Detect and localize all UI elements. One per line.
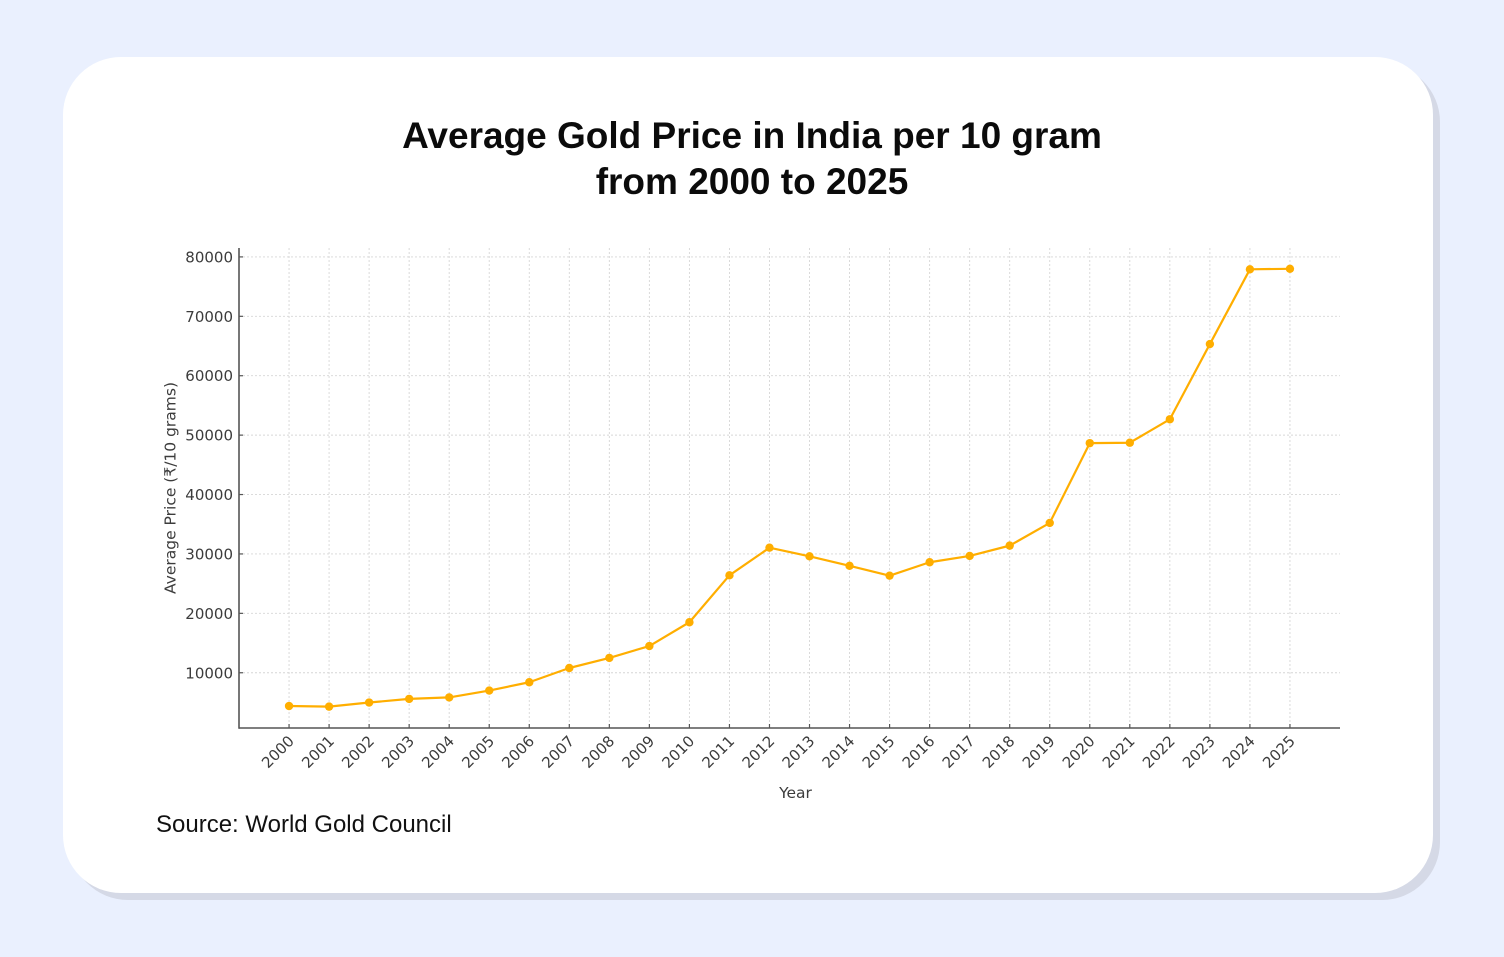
data-point xyxy=(444,693,454,702)
data-point xyxy=(965,551,974,561)
chart-card xyxy=(63,57,1433,893)
data-point xyxy=(765,543,774,552)
y-tick-label: 30000 xyxy=(185,545,233,563)
chart-title-line-2: from 2000 to 2025 xyxy=(595,161,909,202)
x-tick-label: 2018 xyxy=(979,732,1019,772)
x-tick-label: 2001 xyxy=(298,732,338,772)
data-point xyxy=(885,571,894,580)
x-tick-label: 2000 xyxy=(258,732,298,772)
y-axis-label: Average Price (₹/10 grams) xyxy=(161,382,179,594)
x-tick-label: 2024 xyxy=(1219,732,1259,772)
x-tick-label: 2021 xyxy=(1099,732,1139,772)
x-tick-label: 2016 xyxy=(899,732,939,772)
x-tick-label: 2015 xyxy=(859,732,899,772)
chart-title: Average Gold Price in India per 10 gram … xyxy=(0,113,1504,205)
data-point xyxy=(364,698,374,707)
data-point xyxy=(565,663,574,673)
y-tick-label: 20000 xyxy=(185,605,233,623)
data-point xyxy=(1285,264,1295,273)
y-tick-label: 10000 xyxy=(185,664,233,682)
data-point xyxy=(525,678,534,687)
x-tick-label: 2025 xyxy=(1259,732,1299,772)
y-tick-label: 70000 xyxy=(185,308,233,326)
y-tick-label: 40000 xyxy=(185,486,233,504)
data-point xyxy=(1005,541,1014,550)
x-tick-label: 2007 xyxy=(538,732,578,772)
data-point xyxy=(284,701,294,711)
x-tick-label: 2023 xyxy=(1179,732,1219,772)
x-tick-label: 2014 xyxy=(819,732,859,772)
data-point xyxy=(1245,265,1255,274)
x-tick-label: 2009 xyxy=(618,732,658,772)
x-tick-label: 2020 xyxy=(1059,732,1099,772)
x-tick-label: 2004 xyxy=(418,732,458,772)
grid-layer xyxy=(239,248,1340,728)
x-tick-label: 2012 xyxy=(739,732,779,772)
data-point xyxy=(845,561,854,571)
x-tick-label: 2002 xyxy=(338,732,378,772)
x-axis-label: Year xyxy=(778,784,812,802)
y-tick-label: 60000 xyxy=(185,367,233,385)
x-tick-label: 2010 xyxy=(659,732,699,772)
data-point xyxy=(645,641,654,651)
data-point xyxy=(1085,438,1094,448)
x-tick-label: 2022 xyxy=(1139,732,1179,772)
x-tick-label: 2013 xyxy=(779,732,819,772)
y-tick-label: 50000 xyxy=(185,427,233,445)
ticks-layer: 2000 2001 2002 2003 2004 2005 2006 2007 2008 2009… xyxy=(185,248,1299,771)
data-point xyxy=(685,618,694,627)
series-line xyxy=(289,267,1290,708)
x-tick-label: 2005 xyxy=(458,732,498,772)
data-point xyxy=(1165,415,1175,424)
x-tick-label: 2011 xyxy=(699,732,739,772)
y-tick-label: 80000 xyxy=(185,248,233,266)
data-point xyxy=(725,571,734,580)
data-point xyxy=(805,552,814,561)
data-point xyxy=(605,653,614,663)
series-layer xyxy=(284,264,1295,711)
x-tick-label: 2019 xyxy=(1019,732,1059,772)
data-point xyxy=(1045,518,1054,528)
x-tick-label: 2003 xyxy=(378,732,418,772)
data-point xyxy=(1205,339,1215,349)
axes-layer xyxy=(238,248,1340,729)
data-point xyxy=(324,702,334,711)
x-tick-label: 2008 xyxy=(578,732,618,772)
data-point xyxy=(925,558,934,567)
x-tick-label: 2006 xyxy=(498,732,538,772)
chart-title-line-1: Average Gold Price in India per 10 gram xyxy=(402,115,1102,156)
source-note: Source: World Gold Council xyxy=(156,811,452,838)
data-point xyxy=(404,694,414,704)
data-point xyxy=(485,686,494,695)
x-tick-label: 2017 xyxy=(939,732,979,772)
data-point xyxy=(1125,438,1135,447)
